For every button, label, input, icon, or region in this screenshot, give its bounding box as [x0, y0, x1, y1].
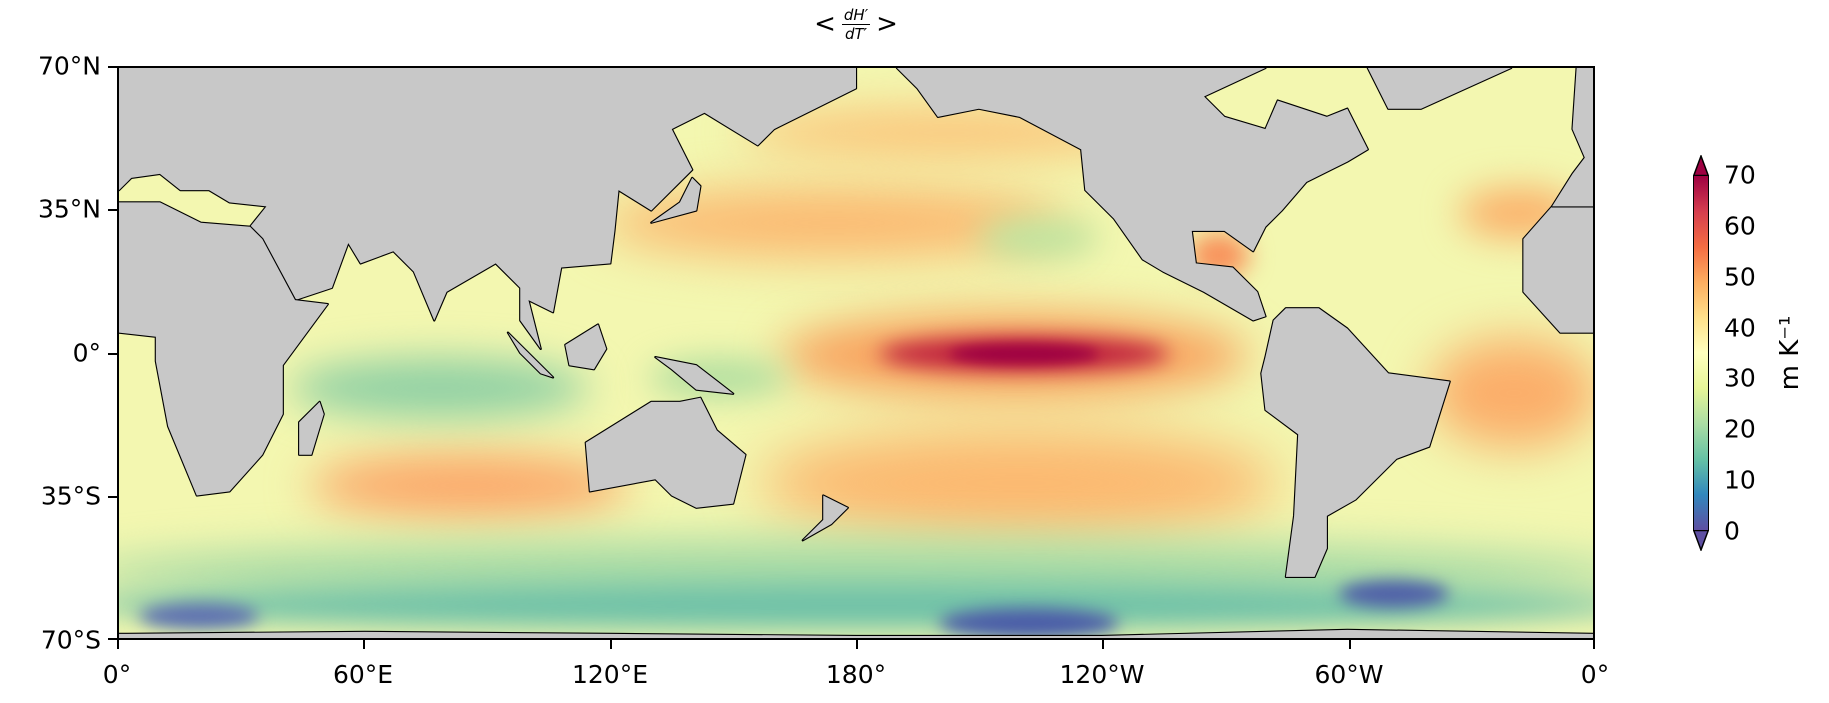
field-equatorial-core [949, 344, 1099, 364]
map-axes [117, 66, 1595, 640]
title-fraction: dH′ dT′ [841, 6, 871, 43]
x-tick-label: 120°W [1059, 660, 1145, 689]
land-australia [584, 396, 747, 509]
land-japan [650, 176, 702, 224]
y-tick-mark [108, 638, 117, 640]
land-borneo [564, 323, 608, 371]
title-bracket-left: < [814, 9, 836, 39]
plot-title: < dH′ dT′ > [0, 6, 1712, 43]
x-tick-mark [1349, 640, 1351, 649]
colorbar-extend-min-triangle [1693, 530, 1709, 551]
land-europe-west [1550, 68, 1593, 208]
land-new-zealand [801, 494, 849, 542]
colorbar-tick-label: 0 [1724, 516, 1740, 546]
x-tick-mark [363, 640, 365, 649]
y-tick-mark [108, 496, 117, 498]
y-tick-mark [108, 66, 117, 68]
x-tick-mark [117, 640, 119, 649]
land-eurasia [119, 68, 858, 351]
y-tick-label: 70°S [40, 625, 101, 655]
colorbar-label: m K⁻¹ [1775, 315, 1805, 391]
land-north-america [895, 68, 1369, 322]
field-southern-blue-3 [139, 603, 259, 629]
y-tick-label: 35°S [40, 481, 101, 511]
y-tick-label: 70°N [37, 51, 101, 81]
land-greenland [1366, 68, 1513, 110]
x-tick-mark [1102, 640, 1104, 649]
field-southern-blue-1 [939, 608, 1119, 638]
colorbar-tick-label: 40 [1724, 313, 1756, 343]
y-tick-label: 35°N [37, 194, 101, 224]
land-sumatra [506, 331, 555, 379]
colorbar-tick-label: 20 [1724, 414, 1756, 444]
x-tick-label: 0° [102, 660, 132, 689]
land-madagascar [298, 400, 325, 456]
field-atl-south [1429, 338, 1593, 448]
field-southern-blue-2 [1339, 580, 1449, 608]
colorbar-tick-label: 60 [1724, 211, 1756, 241]
x-tick-label: 60°E [332, 660, 394, 689]
x-tick-mark [610, 640, 612, 649]
land-antarctica [119, 628, 1593, 638]
x-tick-label: 60°W [1314, 660, 1384, 689]
y-tick-mark [108, 353, 117, 355]
title-numerator: dH′ [841, 6, 871, 25]
x-tick-label: 0° [1580, 660, 1610, 689]
x-tick-label: 180° [825, 660, 887, 689]
title-bracket-right: > [876, 9, 898, 39]
land-africa-west [1522, 201, 1593, 334]
colorbar [1693, 175, 1709, 531]
colorbar-tick-label: 30 [1724, 363, 1756, 393]
field-spac-band [759, 428, 1279, 538]
colorbar-tick-label: 50 [1724, 262, 1756, 292]
land-layer [119, 68, 1593, 638]
x-tick-label: 120°E [571, 660, 649, 689]
x-tick-mark [856, 640, 858, 649]
title-denominator: dT′ [844, 25, 868, 43]
colorbar-tick-label: 70 [1724, 160, 1756, 190]
colorbar-extend-max-triangle [1693, 155, 1709, 176]
land-africa [119, 201, 329, 497]
land-south-america [1260, 307, 1451, 579]
field-npac-green [979, 218, 1099, 258]
x-tick-mark [1593, 640, 1595, 649]
y-tick-mark [108, 209, 117, 211]
field-sindian-band [309, 453, 629, 518]
y-tick-label: 0° [72, 338, 101, 368]
land-new-guinea [654, 355, 735, 395]
colorbar-tick-label: 10 [1724, 465, 1756, 495]
